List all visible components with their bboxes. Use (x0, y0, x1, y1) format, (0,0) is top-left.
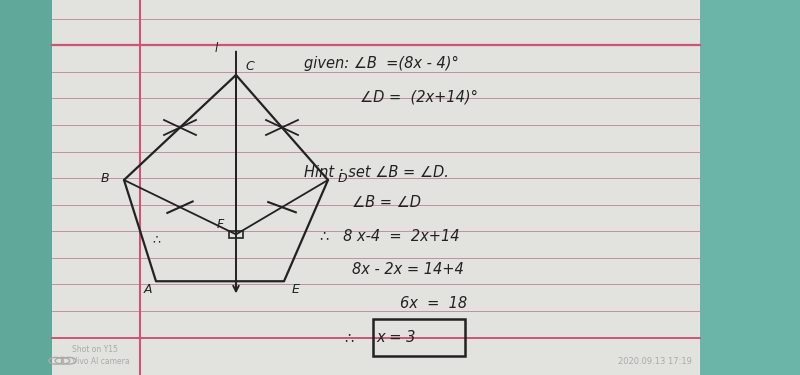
Text: ∴   8 x-4  =  2x+14: ∴ 8 x-4 = 2x+14 (320, 229, 459, 244)
Text: ∠B = ∠D: ∠B = ∠D (352, 195, 421, 210)
Text: 8x - 2x = 14+4: 8x - 2x = 14+4 (352, 262, 464, 278)
Text: ∴: ∴ (344, 330, 354, 345)
FancyBboxPatch shape (700, 0, 800, 375)
Text: ∠D =  (2x+14)°: ∠D = (2x+14)° (360, 90, 478, 105)
Text: C: C (246, 60, 254, 73)
Text: D: D (338, 172, 347, 184)
Text: Shot on Y15
Vivo AI camera: Shot on Y15 Vivo AI camera (72, 345, 130, 366)
Text: Hint : set ∠B = ∠D.: Hint : set ∠B = ∠D. (304, 165, 449, 180)
Text: F: F (217, 217, 224, 231)
Text: ∴: ∴ (152, 234, 160, 246)
Text: E: E (292, 283, 300, 296)
Text: l: l (214, 42, 218, 55)
FancyBboxPatch shape (52, 0, 728, 375)
Text: given: ∠B  =(8x - 4)°: given: ∠B =(8x - 4)° (304, 56, 459, 71)
Text: B: B (101, 172, 110, 184)
Text: A: A (144, 283, 152, 296)
Text: x = 3: x = 3 (376, 330, 415, 345)
Bar (229, 231, 243, 238)
Bar (373, 319, 465, 356)
Text: 2020.09.13 17:19: 2020.09.13 17:19 (618, 357, 692, 366)
FancyBboxPatch shape (0, 0, 56, 375)
Text: 6x  =  18: 6x = 18 (400, 296, 467, 311)
